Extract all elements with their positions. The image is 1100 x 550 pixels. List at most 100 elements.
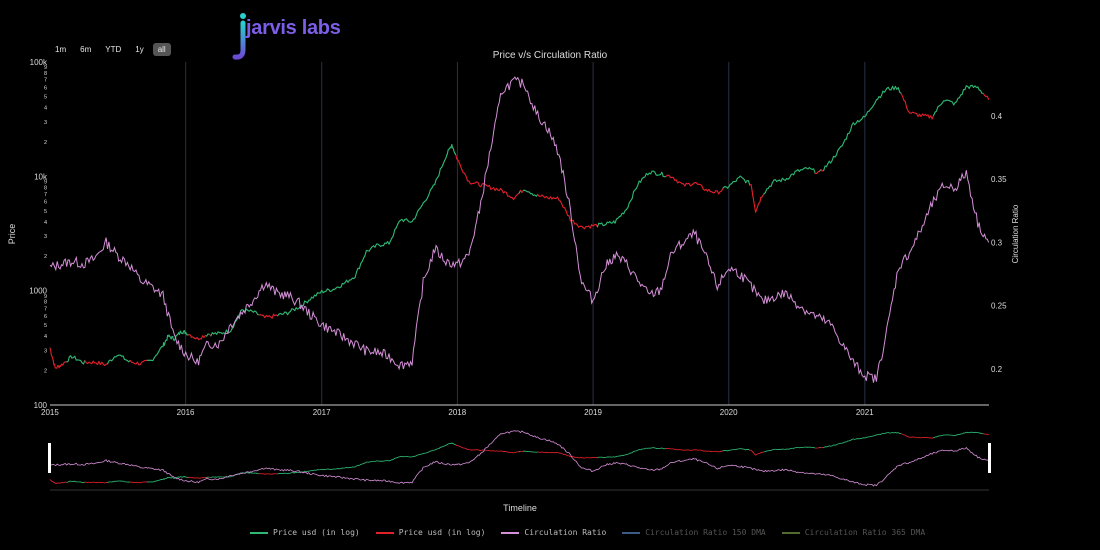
y-left-tick-label: 9 — [44, 180, 47, 186]
x-axis-title: Timeline — [503, 503, 537, 513]
main-price-segment — [623, 210, 626, 215]
main-price-segment — [813, 168, 816, 174]
main-price-segment — [122, 355, 126, 360]
main-price-segment — [442, 160, 446, 165]
main-price-segment — [465, 175, 469, 182]
x-tick-label: 2020 — [720, 408, 738, 417]
main-price-segment — [849, 124, 853, 132]
main-price-segment — [823, 165, 826, 171]
x-tick-label: 2019 — [584, 408, 602, 417]
range-button-6m[interactable]: 6m — [80, 45, 92, 54]
main-price-segment — [986, 95, 990, 101]
y-left-tick-label: 8 — [44, 185, 47, 191]
main-price-segment — [568, 215, 571, 222]
main-price-segment — [340, 282, 343, 288]
legend-item-price-down[interactable]: Price usd (in log) — [375, 528, 485, 537]
y-left-tick-label: 6 — [44, 85, 47, 91]
main-price-segment — [354, 271, 358, 278]
legend: Price usd (in log) Price usd (in log) Ci… — [250, 528, 925, 537]
y-right-tick-label: 0.35 — [991, 175, 1007, 184]
main-price-segment — [788, 174, 792, 179]
main-price-segment — [759, 196, 762, 203]
main-price-segment — [843, 138, 846, 144]
x-tick-label: 2018 — [448, 408, 466, 417]
range-button-ytd[interactable]: YTD — [105, 45, 122, 54]
main-price-segment — [906, 107, 909, 112]
main-circulation-ratio-line — [49, 76, 990, 383]
main-price-segment — [904, 101, 908, 109]
y-left-tick-label: 5 — [44, 323, 47, 329]
range-button-all[interactable]: all — [152, 43, 171, 56]
main-price-segment — [961, 89, 965, 95]
main-price-segment — [752, 197, 755, 203]
main-price-segment — [589, 224, 593, 229]
legend-label: Circulation Ratio — [524, 528, 607, 537]
main-price-segment — [459, 164, 463, 171]
main-price-segment — [614, 218, 618, 224]
y-left-tick-label: 3 — [44, 234, 47, 240]
range-selector: 1m 6m YTD 1y all — [50, 43, 171, 56]
chart-title: Price v/s Circulation Ratio — [493, 50, 608, 61]
main-price-segment — [395, 223, 399, 229]
y-left-tick-label: 3 — [44, 348, 47, 354]
y-left-tick-label: 7 — [44, 306, 47, 312]
main-price-segment — [302, 300, 306, 307]
y-right-tick-label: 0.3 — [991, 238, 1003, 247]
main-price-segment — [361, 257, 365, 263]
legend-item-ratio-365dma[interactable]: Circulation Ratio 365 DMA — [781, 528, 925, 537]
main-price-segment — [644, 172, 647, 178]
main-price-segment — [780, 177, 783, 183]
y-left-tick-label: 2 — [44, 369, 47, 375]
main-price-segment — [751, 190, 754, 197]
main-price-segment — [770, 182, 773, 187]
main-price-segment — [956, 97, 959, 103]
main-price-segment — [426, 193, 430, 199]
main-price-segment — [431, 184, 434, 189]
legend-item-ratio-150dma[interactable]: Circulation Ratio 150 DMA — [622, 528, 766, 537]
main-price-segment — [434, 178, 437, 186]
main-price-segment — [441, 163, 444, 168]
navigator-left-handle[interactable] — [48, 443, 51, 473]
main-price-segment — [751, 187, 753, 193]
y-left-tick-label: 2 — [44, 140, 47, 146]
main-price-segment — [414, 214, 417, 220]
legend-item-price-up[interactable]: Price usd (in log) — [250, 528, 360, 537]
main-price-segment — [897, 87, 901, 93]
main-price-segment — [831, 155, 835, 162]
main-price-segment — [572, 219, 576, 225]
main-price-segment — [446, 149, 449, 155]
y-left-tick-label: 9 — [44, 294, 47, 300]
main-price-segment — [374, 243, 377, 248]
y-left-tick-label: 2 — [44, 254, 47, 260]
x-tick-label: 2015 — [41, 408, 59, 417]
main-price-segment — [793, 170, 796, 176]
main-price-segment — [415, 210, 419, 216]
main-price-segment — [627, 202, 630, 208]
main-price-segment — [315, 292, 318, 297]
main-price-segment — [556, 196, 560, 201]
main-price-segment — [935, 106, 939, 112]
navigator-price-segment — [986, 433, 990, 436]
y-left-tick-label: 5 — [44, 209, 47, 215]
main-price-segment — [74, 355, 77, 361]
main-price-segment — [865, 111, 869, 116]
main-price-segment — [392, 229, 396, 237]
range-button-1m[interactable]: 1m — [55, 45, 67, 54]
range-button-1y[interactable]: 1y — [135, 45, 144, 54]
y-left-tick-label: 1000 — [29, 287, 47, 296]
navigator-right-handle[interactable] — [988, 443, 991, 473]
y-left-tick-label: 5 — [44, 94, 47, 100]
y-left-tick-label: 4 — [44, 334, 47, 340]
main-price-segment — [438, 168, 441, 177]
main-price-segment — [747, 180, 751, 186]
y-left-tick-label: 7 — [44, 192, 47, 198]
main-price-segment — [596, 222, 600, 228]
y-left-tick-label: 100k — [30, 58, 48, 67]
x-tick-label: 2016 — [177, 408, 195, 417]
main-price-segment — [480, 183, 483, 188]
legend-item-circulation-ratio[interactable]: Circulation Ratio — [501, 528, 606, 537]
main-price-segment — [964, 85, 967, 91]
main-price-segment — [561, 203, 564, 208]
y-left-tick-label: 6 — [44, 200, 47, 206]
